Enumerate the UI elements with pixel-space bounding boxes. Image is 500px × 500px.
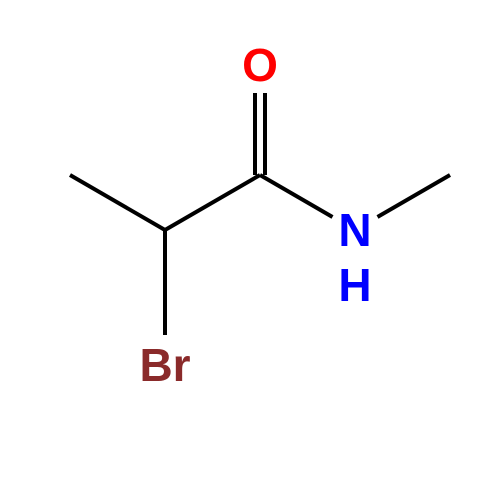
molecule-diagram: O NH Br [0, 0, 500, 500]
atom-label-h: H [338, 259, 371, 311]
bond [378, 175, 450, 217]
atom-label-br: Br [139, 339, 190, 391]
atom-label-o: O [242, 39, 278, 91]
bond [165, 175, 260, 230]
bond [70, 175, 165, 230]
atom-label-n: N [338, 204, 371, 256]
bond [260, 175, 332, 217]
